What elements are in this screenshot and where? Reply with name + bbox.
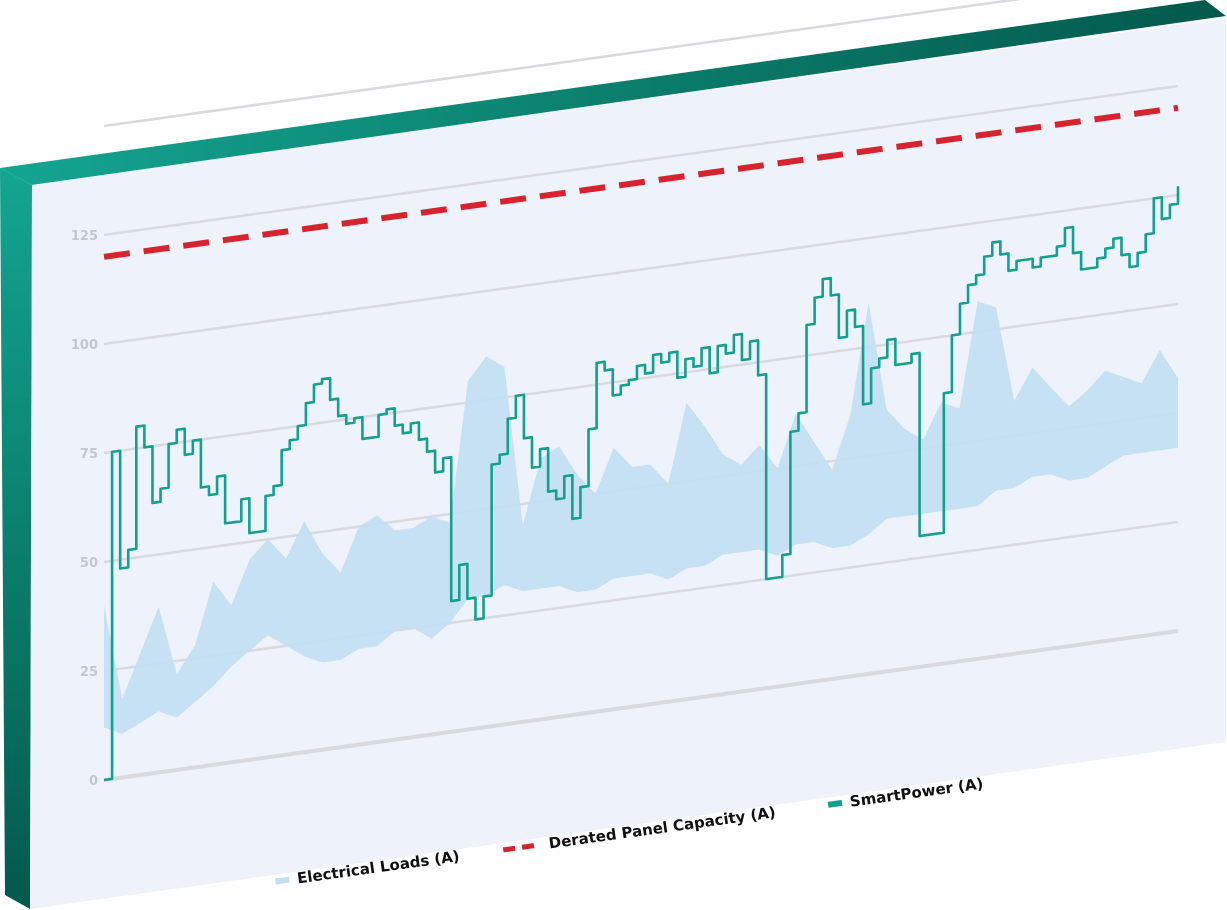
gridline-150: [103, 0, 1022, 128]
y-tick-labels: 0 25 50 75 100 125: [71, 229, 98, 789]
y-tick-50: 50: [80, 556, 98, 571]
gridline-100: [103, 193, 1179, 346]
legend-derated-panel-capacity-swatch: [502, 842, 542, 853]
series-derated-panel-capacity: [103, 104, 1179, 260]
gridline-125: [103, 84, 1179, 237]
legend-smartpower-swatch: [827, 799, 843, 808]
panel-left-edge: [0, 168, 32, 909]
series-layer: [103, 104, 1180, 782]
panel-top-edge: [0, 0, 1226, 185]
gridline-0: [103, 629, 1179, 782]
y-tick-125: 125: [71, 229, 98, 244]
series-smartpower: [103, 186, 1180, 782]
series-electrical-loads: [104, 301, 1178, 734]
y-tick-75: 75: [80, 447, 98, 462]
y-tick-100: 100: [71, 338, 98, 353]
y-tick-0: 0: [89, 774, 98, 789]
gridline-25: [103, 520, 1179, 673]
legend-electrical-loads-swatch: [275, 876, 290, 885]
y-tick-25: 25: [80, 665, 98, 680]
